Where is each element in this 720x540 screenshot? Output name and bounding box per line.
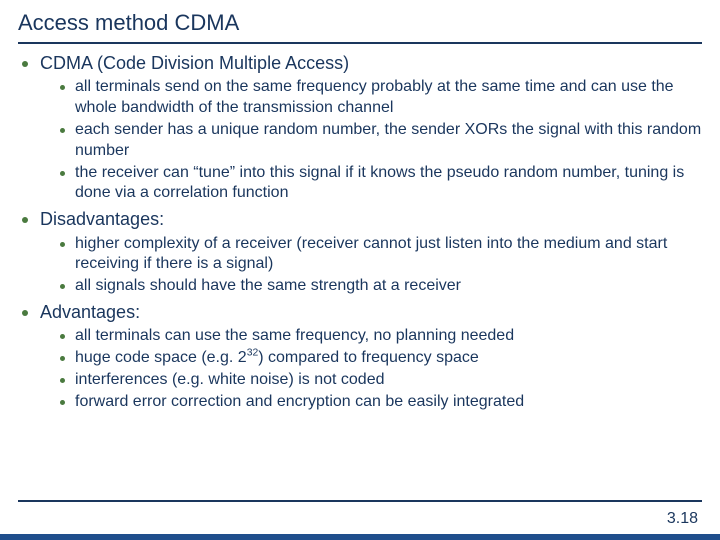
list-item: each sender has a unique random number, … bbox=[60, 120, 702, 162]
list-item-text: huge code space (e.g. 232) compared to f… bbox=[75, 348, 479, 369]
list-item: all terminals can use the same frequency… bbox=[60, 326, 702, 347]
list-item: all terminals send on the same frequency… bbox=[60, 77, 702, 119]
bullet-icon bbox=[60, 356, 65, 361]
bullet-icon bbox=[60, 128, 65, 133]
bullet-icon bbox=[60, 284, 65, 289]
list-item-text: interferences (e.g. white noise) is not … bbox=[75, 370, 385, 391]
list-item-text: forward error correction and encryption … bbox=[75, 392, 524, 413]
bottom-band bbox=[0, 534, 720, 540]
list-item: all signals should have the same strengt… bbox=[60, 276, 702, 297]
list-item-text: all terminals can use the same frequency… bbox=[75, 326, 514, 347]
list-item: the receiver can “tune” into this signal… bbox=[60, 163, 702, 205]
list-item-text: all terminals send on the same frequency… bbox=[75, 77, 702, 119]
bullet-icon bbox=[60, 334, 65, 339]
list-item: interferences (e.g. white noise) is not … bbox=[60, 370, 702, 391]
list-item-text: all signals should have the same strengt… bbox=[75, 276, 461, 297]
bullet-icon bbox=[60, 400, 65, 405]
list-item: forward error correction and encryption … bbox=[60, 392, 702, 413]
bullet-icon bbox=[60, 85, 65, 90]
bullet-icon bbox=[22, 217, 28, 223]
bullet-icon bbox=[22, 61, 28, 67]
footer-divider bbox=[18, 500, 702, 502]
section-heading: CDMA (Code Division Multiple Access) bbox=[18, 52, 702, 75]
content-area: CDMA (Code Division Multiple Access)all … bbox=[18, 52, 702, 413]
list-item-text: each sender has a unique random number, … bbox=[75, 120, 702, 162]
bullet-icon bbox=[60, 171, 65, 176]
slide-title: Access method CDMA bbox=[18, 10, 702, 42]
section-items: all terminals send on the same frequency… bbox=[60, 77, 702, 204]
section-heading-text: Advantages: bbox=[40, 301, 140, 324]
section-heading: Advantages: bbox=[18, 301, 702, 324]
bullet-icon bbox=[60, 378, 65, 383]
title-divider bbox=[18, 42, 702, 44]
section-heading: Disadvantages: bbox=[18, 208, 702, 231]
slide-body: Access method CDMA CDMA (Code Division M… bbox=[0, 0, 720, 413]
section-heading-text: CDMA (Code Division Multiple Access) bbox=[40, 52, 349, 75]
list-item-text: the receiver can “tune” into this signal… bbox=[75, 163, 702, 205]
section-items: all terminals can use the same frequency… bbox=[60, 326, 702, 412]
section-items: higher complexity of a receiver (receive… bbox=[60, 234, 702, 297]
list-item: higher complexity of a receiver (receive… bbox=[60, 234, 702, 276]
page-number: 3.18 bbox=[667, 510, 698, 528]
list-item-text: higher complexity of a receiver (receive… bbox=[75, 234, 702, 276]
bullet-icon bbox=[22, 310, 28, 316]
section-heading-text: Disadvantages: bbox=[40, 208, 164, 231]
list-item: huge code space (e.g. 232) compared to f… bbox=[60, 348, 702, 369]
bullet-icon bbox=[60, 242, 65, 247]
